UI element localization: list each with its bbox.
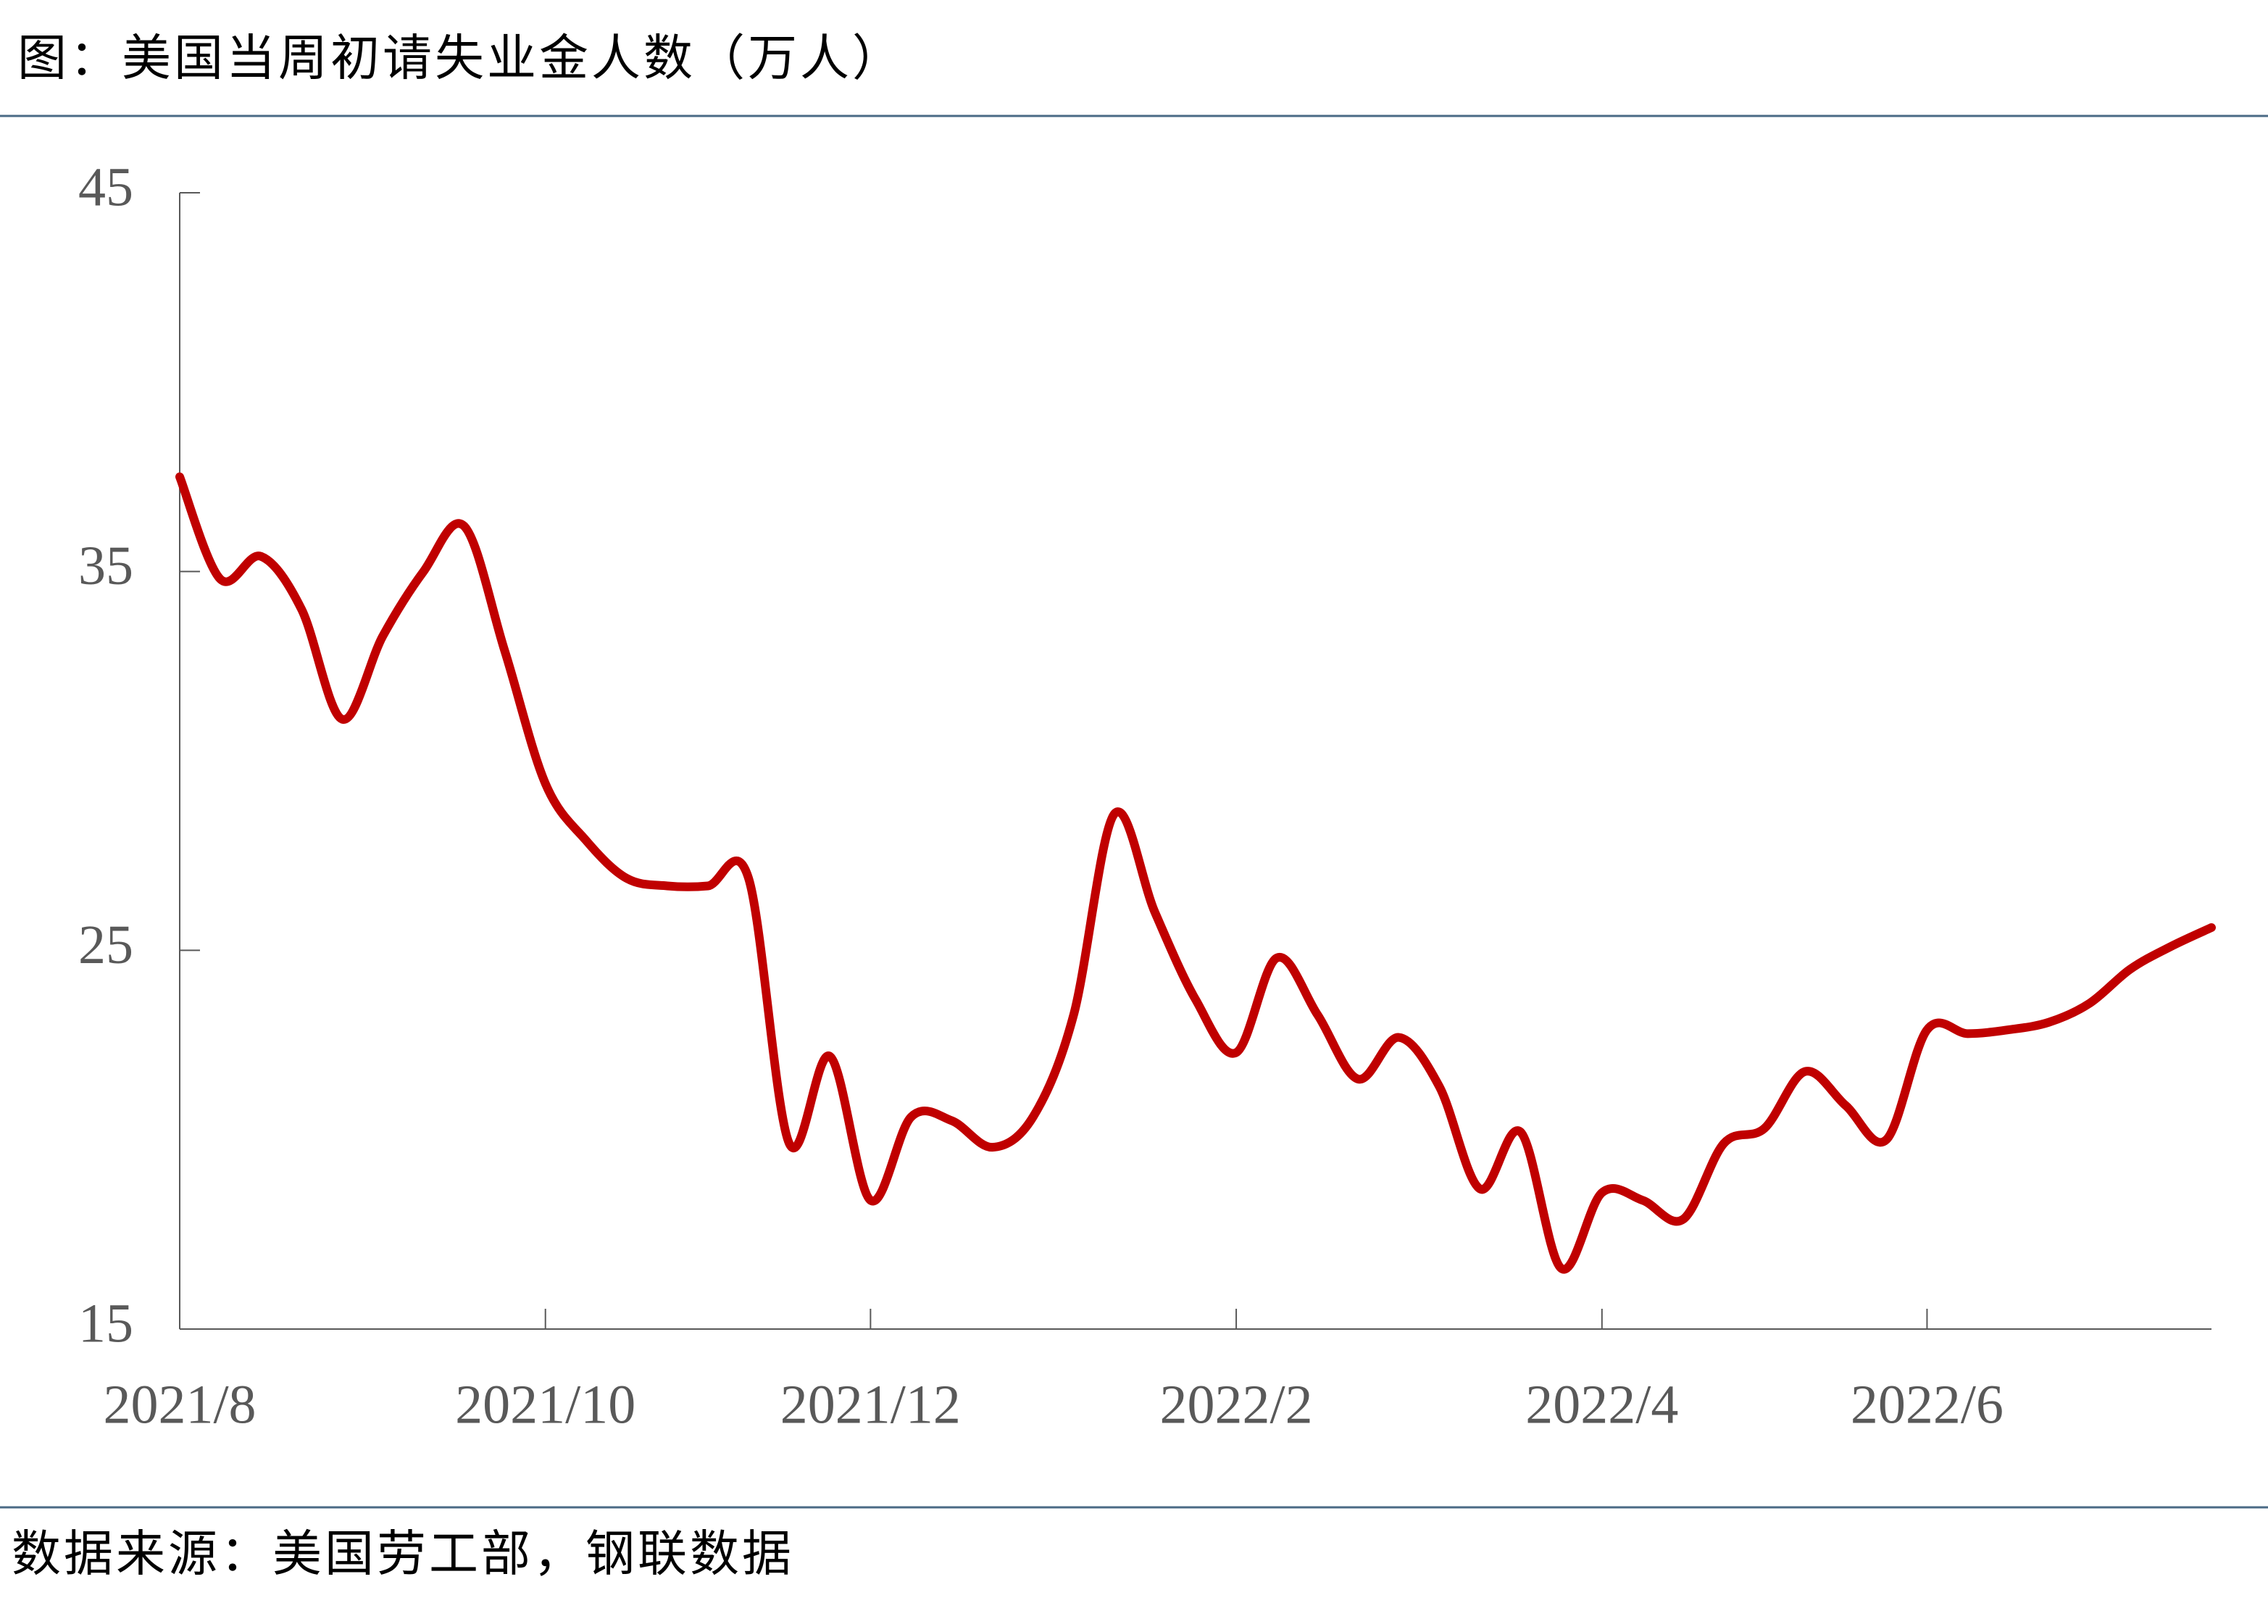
x-tick-label: 2021/8: [103, 1374, 256, 1435]
x-tick-label: 2022/4: [1525, 1374, 1678, 1435]
x-tick-label: 2022/6: [1851, 1374, 2004, 1435]
x-tick-label: 2021/10: [455, 1374, 635, 1435]
data-line: [175, 472, 2216, 1274]
y-tick-label: 35: [78, 536, 133, 596]
chart-title: 图：美国当周初请失业金人数（万人）: [17, 31, 904, 86]
source-note: 数据来源：美国劳工部，钢联数据: [12, 1527, 794, 1582]
y-tick-label: 25: [78, 915, 133, 975]
x-tick-label: 2021/12: [780, 1374, 961, 1435]
y-tick-label: 45: [78, 157, 133, 217]
x-tick-label: 2022/2: [1160, 1374, 1313, 1435]
y-tick-label: 15: [78, 1293, 133, 1354]
